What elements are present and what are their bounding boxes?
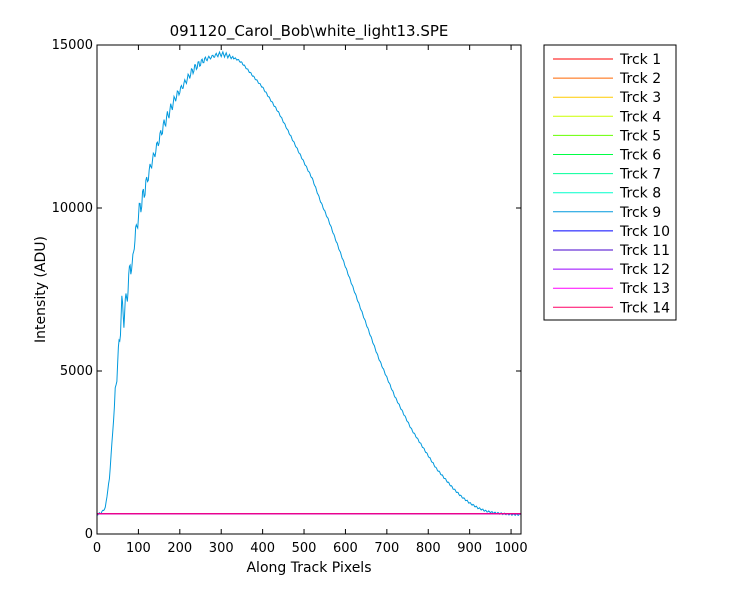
x-axis-label: Along Track Pixels [246, 560, 371, 576]
x-tick-label: 1000 [495, 541, 528, 556]
legend-label: Trck 6 [619, 148, 661, 164]
y-tick-label: 10000 [52, 201, 93, 216]
legend-label: Trck 14 [619, 300, 670, 316]
legend-label: Trck 3 [619, 90, 661, 106]
y-axis-label: Intensity (ADU) [33, 236, 49, 343]
x-tick-label: 800 [416, 541, 441, 556]
x-tick-label: 700 [374, 541, 399, 556]
legend-items: Trck 1 Trck 2 Trck 3 Trck 4 Trck 5 Trck 6 Trck… [553, 52, 670, 316]
data-layer [96, 50, 522, 517]
x-tick-label: 0 [93, 541, 101, 556]
legend-label: Trck 13 [619, 281, 670, 297]
axes-box [96, 44, 522, 535]
x-tick-label: 200 [167, 541, 192, 556]
legend-label: Trck 12 [619, 262, 670, 278]
x-tick-label: 900 [457, 541, 482, 556]
legend-label: Trck 2 [619, 71, 661, 87]
legend-label: Trck 7 [619, 167, 661, 183]
x-tick-label: 600 [333, 541, 358, 556]
x-tick-label: 300 [209, 541, 234, 556]
legend: Trck 1 Trck 2 Trck 3 Trck 4 Trck 5 Trck 6 Trck… [543, 44, 677, 321]
series-line-trck-9 [96, 50, 522, 517]
y-tick-label: 0 [85, 527, 93, 542]
ticks-layer: 0 100 200 300 400 500 600 700 800 900 100005000100… [52, 38, 528, 556]
y-tick-label: 5000 [60, 364, 93, 379]
plot-area [97, 45, 521, 534]
x-tick-label: 100 [126, 541, 151, 556]
legend-label: Trck 11 [619, 243, 670, 259]
legend-label: Trck 9 [619, 205, 661, 221]
x-tick-label: 400 [250, 541, 275, 556]
legend-box [543, 44, 677, 321]
legend-label: Trck 4 [619, 109, 661, 125]
legend-label: Trck 5 [619, 128, 661, 144]
legend-label: Trck 8 [619, 186, 661, 202]
y-tick-label: 15000 [52, 38, 93, 53]
x-tick-label: 500 [292, 541, 317, 556]
chart-title: 091120_Carol_Bob\white_light13.SPE [170, 22, 449, 41]
legend-label: Trck 1 [619, 52, 661, 68]
legend-label: Trck 10 [619, 224, 670, 240]
